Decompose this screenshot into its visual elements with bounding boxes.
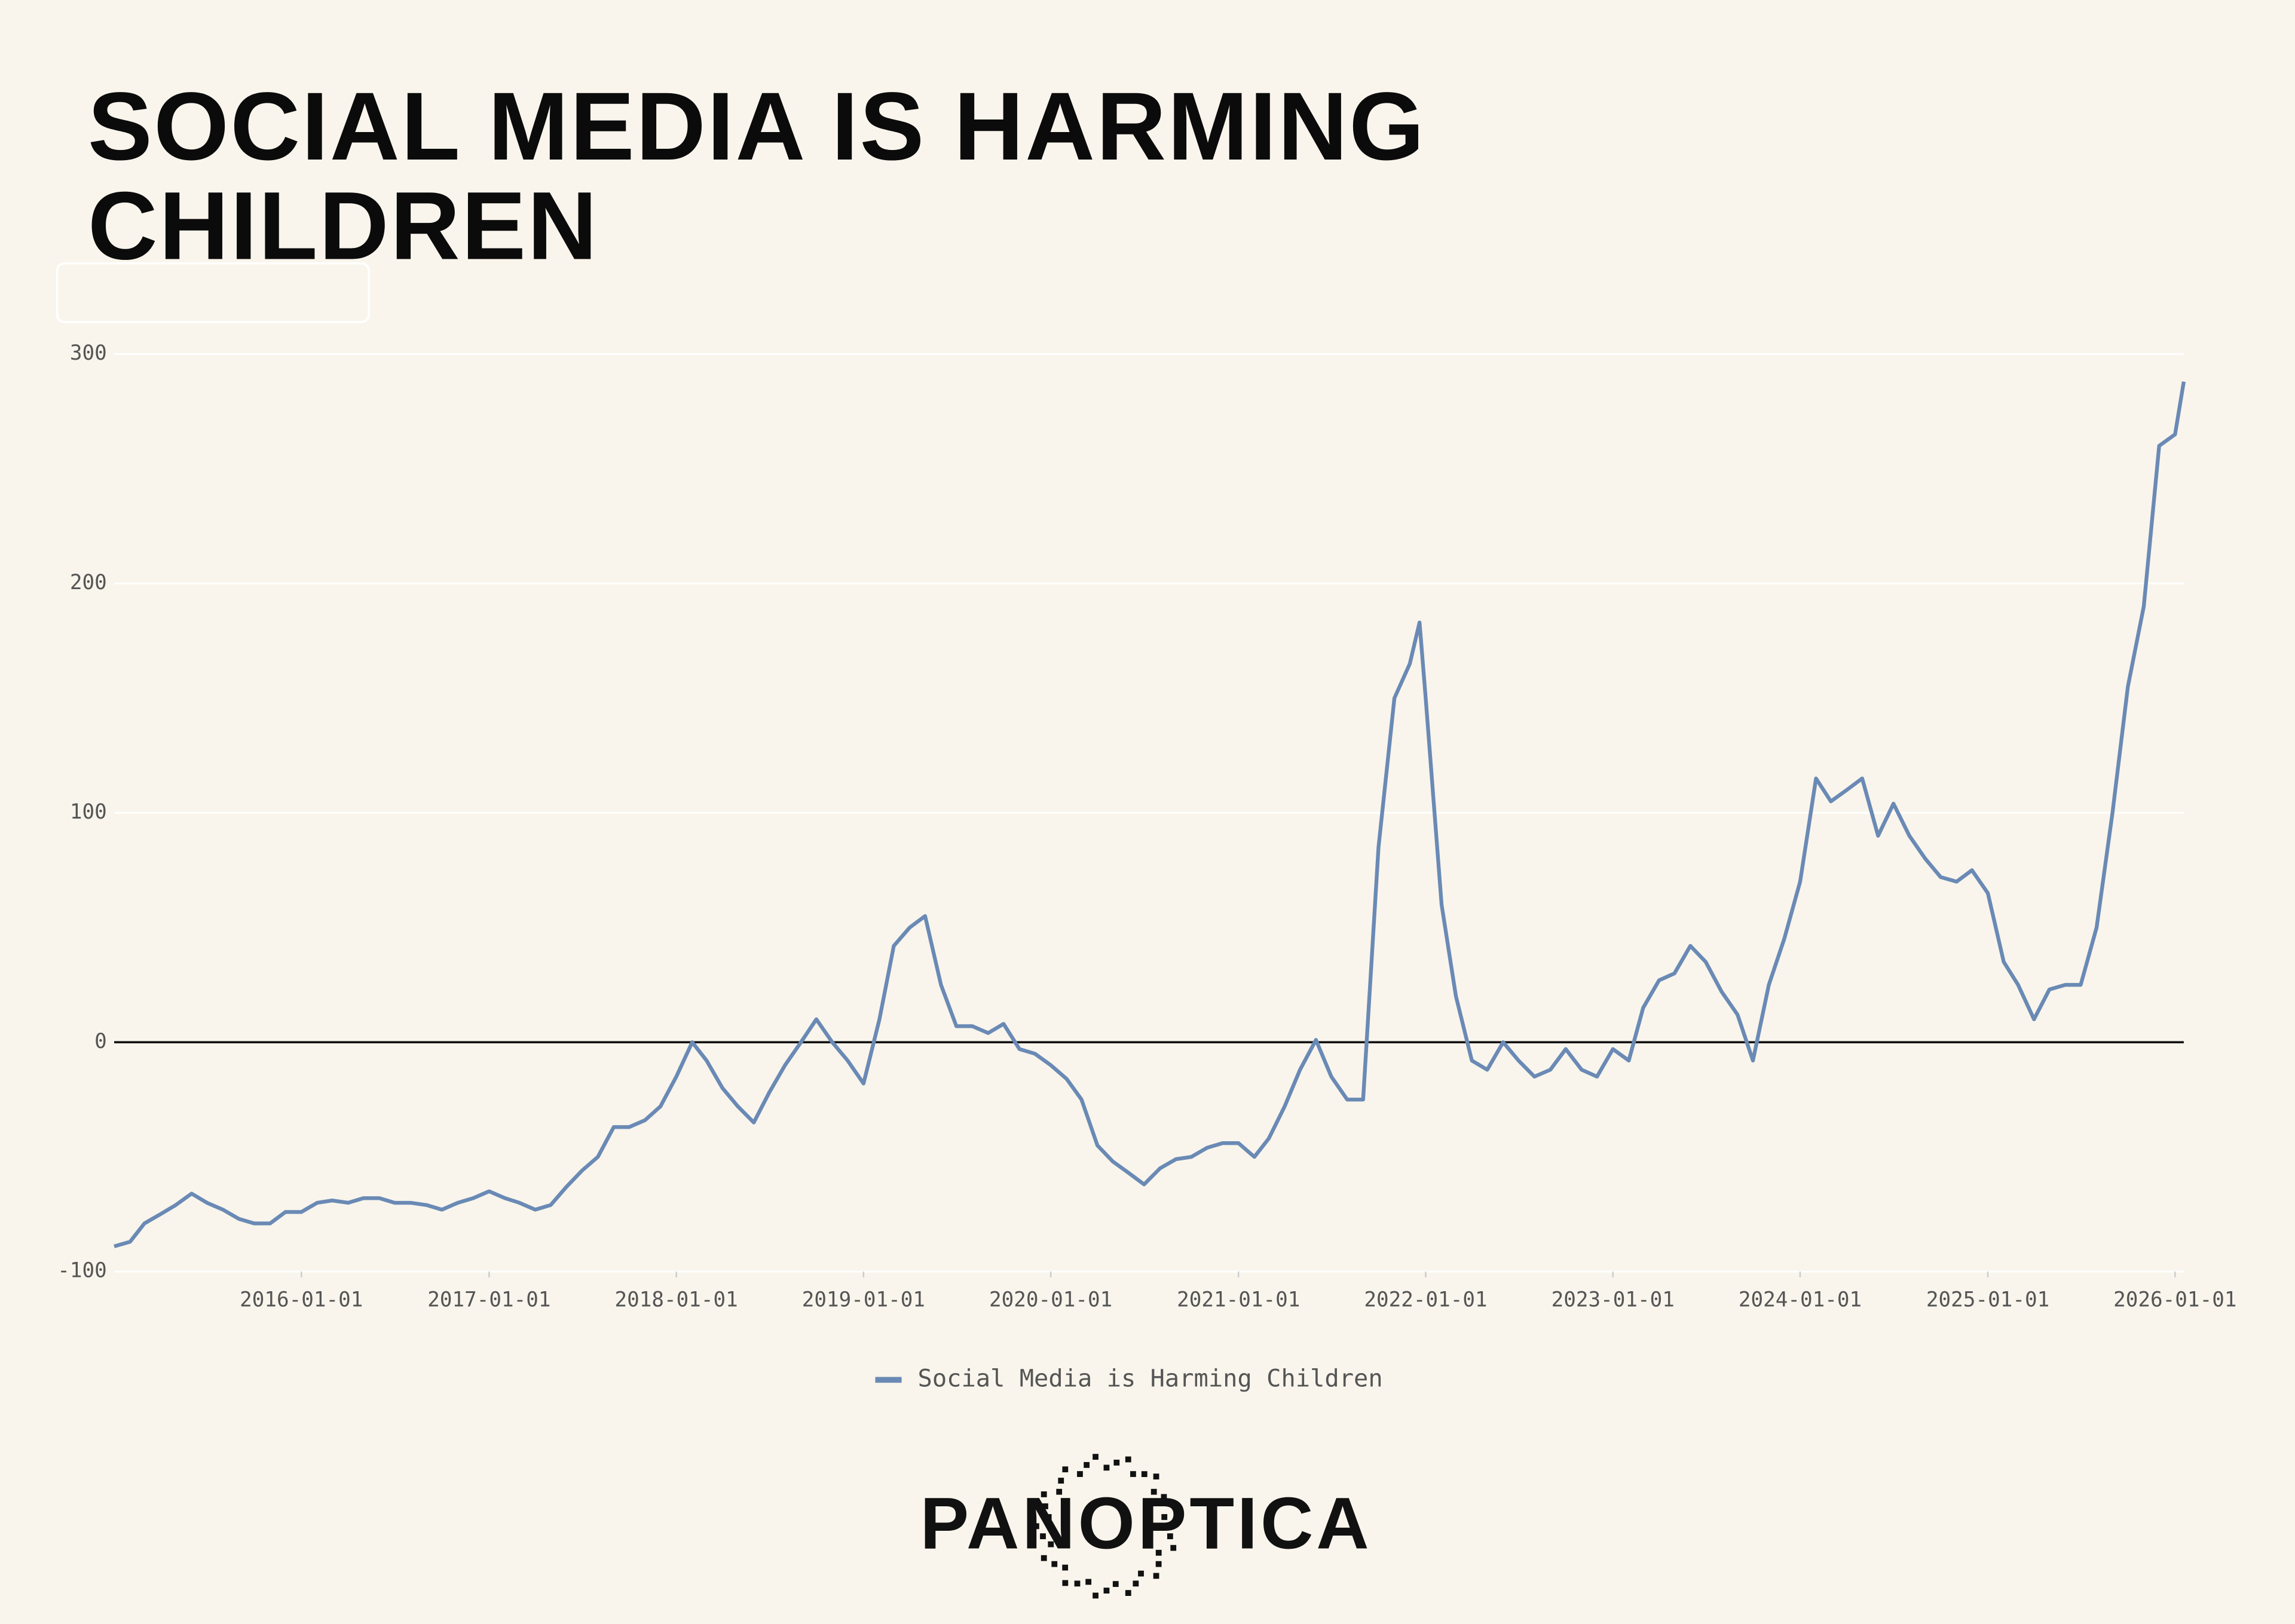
logo-dot [1112,1581,1119,1587]
logo-dot [1056,1488,1063,1495]
logo-dot [1042,1503,1048,1509]
logo-dot [1125,1456,1131,1463]
logo-dot [1130,1471,1136,1477]
x-tick-label: 2026-01-01 [2113,1288,2236,1312]
logo-dot [1162,1523,1168,1530]
logo-dot [1085,1579,1092,1585]
logo-dot [1051,1561,1058,1567]
logo-dot [1041,1491,1047,1497]
y-tick-label: 100 [70,800,107,824]
x-tick-label: 2024-01-01 [1739,1288,1862,1312]
logo-dot [1033,1523,1039,1530]
logo-dot [1138,1570,1144,1577]
logo: PANOPTICA [920,1482,1372,1564]
x-tick-label: 2018-01-01 [614,1288,738,1312]
x-tick-label: 2017-01-01 [427,1288,550,1312]
x-tick-label: 2016-01-01 [240,1288,363,1312]
logo-dot [1125,1590,1131,1597]
logo-dot [1153,1473,1159,1480]
y-tick-label: 300 [70,341,107,365]
logo-dot [1074,1580,1081,1587]
y-tick-label: 0 [94,1029,107,1053]
logo-dot [1155,1549,1162,1556]
logo-dot [1170,1502,1177,1507]
logo-ring [1033,1454,1177,1599]
x-tick-label: 2019-01-01 [802,1288,925,1312]
logo-dot [1093,1454,1098,1460]
empty-box [56,262,370,323]
y-tick-label: -100 [57,1259,107,1283]
logo-dot [1062,1466,1069,1473]
logo-dot [1048,1541,1054,1548]
logo-dot [1103,1464,1110,1471]
logo-dot [1161,1494,1167,1500]
logo-dot [1040,1533,1046,1540]
logo-dot [1141,1471,1148,1478]
logo-dot [1161,1514,1168,1520]
legend-label: Social Media is Harming Children [918,1363,1383,1392]
logo-dot [1133,1580,1139,1587]
x-tick-label: 2023-01-01 [1552,1288,1675,1312]
x-tick-label: 2022-01-01 [1364,1288,1487,1312]
x-tick-label: 2021-01-01 [1177,1288,1300,1312]
logo-dot [1153,1573,1159,1579]
x-tick-label: 2025-01-01 [1926,1288,2049,1312]
logo-dot [1084,1461,1090,1468]
chart-title: SOCIAL MEDIA IS HARMING CHILDREN [87,72,1426,280]
data-line [114,381,2186,1249]
y-tick-label: 200 [70,571,107,595]
logo-dot [1045,1514,1052,1520]
logo-dot [1170,1545,1177,1551]
logo-dot [1041,1555,1047,1561]
logo-dot [1167,1533,1173,1540]
logo-dot [1062,1564,1069,1571]
logo-dot [1155,1561,1162,1567]
logo-dot [1062,1580,1069,1586]
x-tick-label: 2020-01-01 [989,1288,1112,1312]
logo-dot [1093,1592,1098,1599]
logo-dot [1103,1588,1110,1594]
logo-dot [1058,1478,1064,1484]
logo-dot [1113,1459,1120,1466]
logo-dot [1150,1488,1157,1495]
logo-dot [1077,1471,1083,1477]
